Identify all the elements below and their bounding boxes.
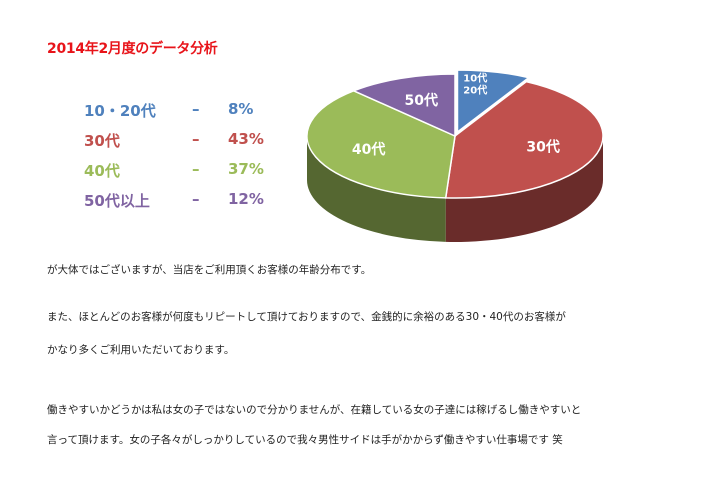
paragraph-4: 働きやすいかどうかは私は女の子ではないので分かりませんが、在籍している女の子達に… [47, 404, 582, 416]
paragraph-3: かなり多くご利用いただいております。 [47, 344, 235, 356]
pie-slice [306, 89, 456, 199]
page-title: 2014年2月度のデータ分析 [47, 41, 218, 57]
legend-row-10-20: 10・20代 – 8% [84, 100, 284, 122]
legend-percent: 12% [228, 190, 264, 208]
legend-percent: 37% [228, 160, 264, 178]
legend-label: 10・20代 [84, 102, 156, 120]
pie-slice [351, 73, 456, 138]
pie-slice-label: 40代 [352, 141, 385, 158]
legend-label: 40代 [84, 162, 120, 180]
legend-label: 50代以上 [84, 192, 150, 210]
legend-row-30: 30代 – 43% [84, 130, 284, 152]
legend-row-40: 40代 – 37% [84, 160, 284, 182]
pie-slice [456, 69, 531, 134]
legend-dash: – [192, 160, 200, 178]
pie-slice-label: 20代 [463, 83, 487, 96]
pie-slice [444, 80, 604, 199]
paragraph-5: 言って頂けます。女の子各々がしっかりしているので我々男性サイドは手がかからず働き… [47, 434, 563, 446]
legend-dash: – [192, 190, 200, 208]
pie-slice-label: 10代 [463, 71, 487, 84]
paragraph-2: また、ほとんどのお客様が何度もリピートして頂けておりますので、金銭的に余裕のある… [47, 311, 566, 323]
legend-label: 30代 [84, 132, 120, 150]
legend-row-50: 50代以上 – 12% [84, 190, 284, 212]
pie-slice-label: 50代 [404, 92, 437, 109]
legend-percent: 8% [228, 100, 254, 118]
paragraph-1: が大体ではございますが、当店をご利用頂くお客様の年齢分布です。 [47, 264, 372, 276]
legend-percent: 43% [228, 130, 264, 148]
legend-dash: – [192, 130, 200, 148]
pie-side-wall [445, 136, 603, 242]
pie-slice-label: 30代 [526, 139, 559, 156]
legend-dash: – [192, 100, 200, 118]
